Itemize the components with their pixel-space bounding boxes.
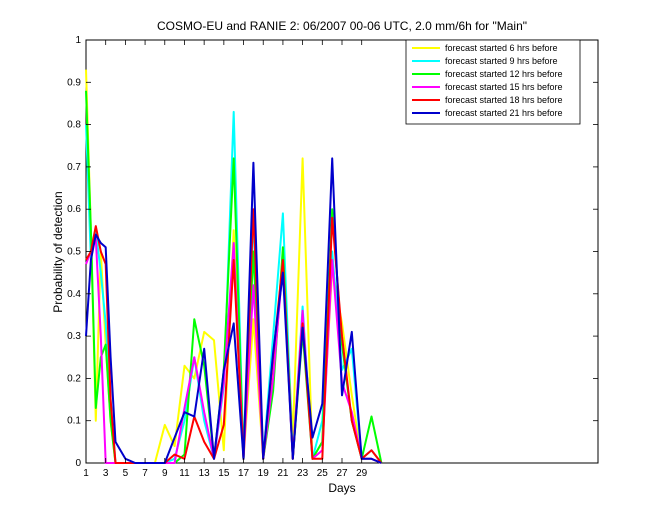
legend-label: forecast started 12 hrs before xyxy=(445,69,563,79)
y-axis-ticks: 0 0.1 0.2 0.3 0.4 0.5 0.6 0.7 0.8 0.9 1 xyxy=(67,35,598,469)
chart-title: COSMO-EU and RANIE 2: 06/2007 00-06 UTC,… xyxy=(157,19,527,33)
x-axis-ticks: 1 3 5 7 9 11 13 15 17 19 21 23 25 27 29 xyxy=(83,40,368,479)
series-lines xyxy=(85,69,383,464)
x-axis-label: Days xyxy=(328,481,355,495)
x-tick-label: 27 xyxy=(336,468,348,479)
x-tick-label: 7 xyxy=(142,468,148,479)
y-tick-label: 0.8 xyxy=(67,120,81,131)
legend-label: forecast started 18 hrs before xyxy=(445,95,563,105)
y-tick-label: 0.2 xyxy=(67,373,81,384)
x-tick-label: 25 xyxy=(317,468,329,479)
y-tick-label: 0.6 xyxy=(67,204,81,215)
x-tick-label: 5 xyxy=(123,468,129,479)
legend-label: forecast started 9 hrs before xyxy=(445,56,558,66)
x-tick-label: 21 xyxy=(277,468,289,479)
x-tick-label: 9 xyxy=(162,468,168,479)
series-line-6 xyxy=(85,157,382,464)
x-tick-label: 15 xyxy=(218,468,230,479)
x-tick-label: 29 xyxy=(356,468,368,479)
series-line-5 xyxy=(85,208,383,464)
x-tick-label: 23 xyxy=(297,468,309,479)
y-axis-label: Probability of detection xyxy=(51,191,65,312)
y-tick-label: 0.9 xyxy=(67,77,81,88)
x-tick-label: 1 xyxy=(83,468,89,479)
legend-box xyxy=(405,39,581,125)
legend-label: forecast started 15 hrs before xyxy=(445,82,563,92)
legend-label: forecast started 6 hrs before xyxy=(445,43,558,53)
y-tick-label: 0 xyxy=(75,458,81,469)
y-tick-label: 0.5 xyxy=(67,247,81,258)
legend: forecast started 6 hrs before forecast st… xyxy=(405,39,581,125)
y-tick-label: 0.1 xyxy=(67,416,81,427)
x-tick-label: 19 xyxy=(258,468,270,479)
x-tick-label: 13 xyxy=(199,468,211,479)
y-tick-label: 0.7 xyxy=(67,162,81,173)
x-tick-label: 3 xyxy=(103,468,109,479)
y-tick-label: 0.3 xyxy=(67,331,81,342)
y-tick-label: 0.4 xyxy=(67,289,81,300)
x-tick-label: 11 xyxy=(179,468,190,479)
legend-label: forecast started 21 hrs before xyxy=(445,108,563,118)
y-tick-label: 1 xyxy=(75,35,81,46)
x-tick-label: 17 xyxy=(238,468,250,479)
legend-items: forecast started 6 hrs before forecast st… xyxy=(412,43,563,118)
